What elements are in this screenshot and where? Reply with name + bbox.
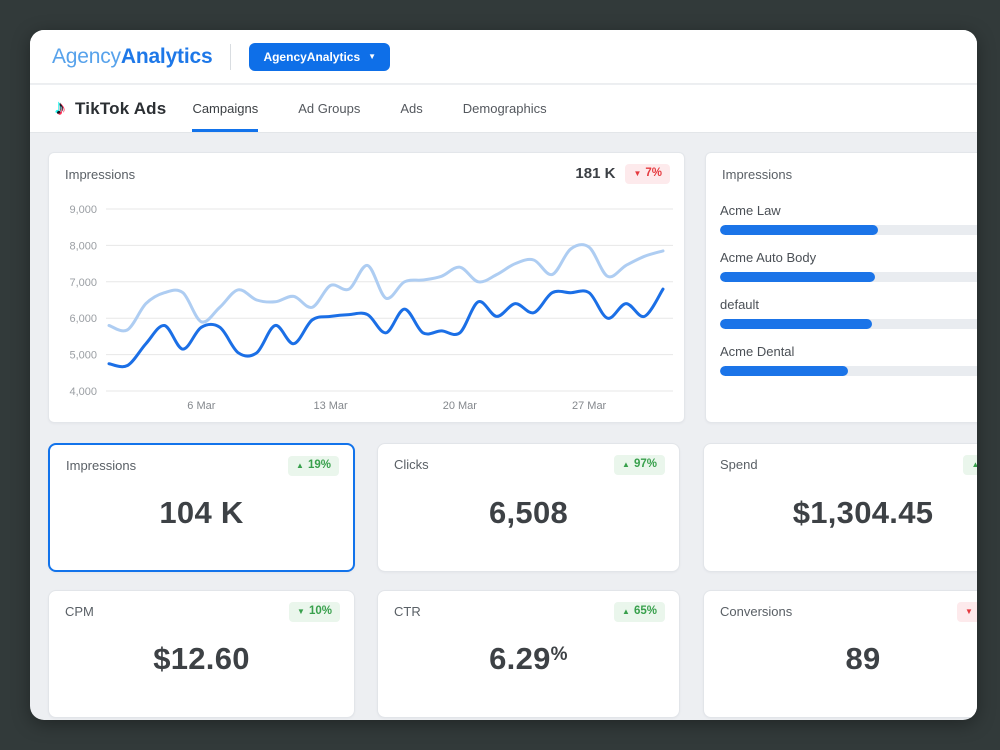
metric-trend-text: 65%: [633, 605, 657, 617]
metric-label: Impressions: [66, 458, 137, 473]
metric-value: 104 K: [159, 494, 244, 530]
app-header: AgencyAnalytics AgencyAnalytics ▼: [30, 30, 977, 84]
metric-label: Clicks: [394, 457, 429, 472]
bar-track: [720, 366, 977, 376]
tab-ad-groups[interactable]: Ad Groups: [298, 101, 361, 116]
bar-track: [720, 319, 977, 329]
campaign-bar-list: Acme Law Acme Auto Body default Acme Dental: [720, 203, 977, 391]
platform-title: TikTok Ads: [75, 98, 167, 118]
chart-summary: 181 K ▼ 7%: [575, 164, 670, 184]
y-axis-tick: 8,000: [69, 240, 97, 252]
trend-up-icon: ▲: [622, 459, 630, 469]
tab-campaigns[interactable]: Campaigns: [192, 85, 259, 132]
bar-label: default: [720, 297, 760, 312]
bar-track: [720, 272, 977, 282]
account-selector-button[interactable]: AgencyAnalytics ▼: [249, 42, 391, 71]
bar-row: default: [720, 297, 977, 329]
tab-demographics[interactable]: Demographics: [462, 101, 547, 116]
integration-nav: ♪ TikTok Ads Campaigns Ad Groups Ads Demogr…: [30, 85, 977, 133]
metric-trend-badge: ▲ 97%: [614, 455, 665, 475]
impressions-by-campaign-card: Impressions Acme Law Acme Auto Body defaul…: [705, 152, 977, 423]
bar-label: Acme Dental: [720, 344, 795, 359]
chart-trend-badge: ▼ 7%: [625, 164, 670, 184]
series-line-dark: [107, 287, 665, 369]
x-axis-tick: 20 Mar: [443, 400, 478, 412]
metric-label: Conversions: [720, 604, 793, 619]
series-line-light: [107, 243, 665, 333]
metric-value: $12.60: [153, 641, 250, 677]
chart-summary-value: 181 K: [575, 165, 616, 183]
metric-card-ctr[interactable]: CTR ▲ 65% 6.29%: [377, 590, 680, 718]
bar-fill: [720, 366, 848, 376]
metric-card-impressions[interactable]: Impressions ▲ 19% 104 K: [48, 443, 355, 572]
bar-fill: [720, 225, 879, 235]
logo-text-light: Agency: [52, 44, 121, 68]
metric-trend-text: 10%: [308, 605, 332, 617]
account-selector-label: AgencyAnalytics: [263, 49, 361, 64]
trend-down-icon: ▼: [297, 606, 305, 616]
platform-identity: ♪ TikTok Ads: [55, 85, 192, 132]
metric-value: 89: [845, 641, 881, 677]
metric-card-cpm[interactable]: CPM ▼ 10% $12.60: [48, 590, 355, 718]
y-axis-tick: 7,000: [69, 277, 97, 289]
metric-value: 6.29%: [489, 641, 568, 677]
chevron-down-icon: ▼: [368, 51, 377, 61]
metric-trend-text: 19%: [307, 459, 331, 471]
metric-value: $1,304.45: [792, 494, 934, 530]
metric-label: CPM: [65, 604, 94, 619]
y-axis-tick: 5,000: [69, 350, 97, 362]
x-axis-tick: 6 Mar: [187, 400, 215, 412]
trend-down-icon: ▼: [633, 168, 642, 178]
bar-row: Acme Law: [720, 203, 977, 235]
nav-tabs: Campaigns Ad Groups Ads Demographics: [192, 85, 547, 132]
metric-trend-badge: ▲6%: [963, 455, 977, 475]
metric-card-spend[interactable]: Spend ▲6% $1,304.45: [703, 443, 977, 572]
x-axis-tick: 13 Mar: [313, 400, 348, 412]
trend-up-icon: ▲: [622, 606, 630, 616]
y-axis-tick: 4,000: [69, 386, 97, 398]
chart-trend-text: 7%: [645, 167, 662, 179]
metric-label: CTR: [394, 604, 421, 619]
logo-text-bold: Analytics: [120, 44, 213, 68]
bar-label: Acme Auto Body: [720, 250, 817, 265]
tab-ads[interactable]: Ads: [400, 101, 423, 116]
impressions-trend-card: 9,000 8,000 7,000 6,000 5,000 4,000 6 Mar 13 Ma…: [48, 152, 685, 423]
metric-label: Spend: [720, 457, 758, 472]
bar-label: Acme Law: [720, 203, 781, 218]
tiktok-note-icon: ♪: [55, 97, 65, 119]
chart-title: Impressions: [65, 167, 136, 182]
trend-up-icon: ▲: [296, 460, 304, 470]
metric-card-clicks[interactable]: Clicks ▲ 97% 6,508: [377, 443, 680, 572]
metric-trend-text: 97%: [633, 458, 657, 470]
metric-card-conversions[interactable]: Conversions ▼50% 89: [703, 590, 977, 718]
trend-up-icon: ▲: [971, 459, 977, 469]
y-axis-tick: 9,000: [69, 204, 97, 216]
bar-track: [720, 225, 977, 235]
bar-fill: [720, 319, 872, 329]
x-axis-tick: 27 Mar: [572, 400, 607, 412]
metric-trend-badge: ▲ 65%: [614, 602, 665, 622]
y-axis-tick: 6,000: [69, 313, 97, 325]
bar-fill: [720, 272, 876, 282]
metric-trend-badge: ▼50%: [957, 602, 977, 622]
bars-card-title: Impressions: [722, 167, 793, 182]
impressions-line-chart: 9,000 8,000 7,000 6,000 5,000 4,000 6 Mar 13 Ma…: [69, 204, 673, 412]
metric-trend-badge: ▼ 10%: [289, 602, 340, 622]
agencyanalytics-logo: AgencyAnalytics: [52, 44, 213, 69]
metric-value-suffix: %: [550, 644, 568, 666]
trend-down-icon: ▼: [965, 606, 973, 616]
bar-row: Acme Dental: [720, 344, 977, 376]
bar-row: Acme Auto Body: [720, 250, 977, 282]
metric-value: 6,508: [488, 494, 569, 530]
dashboard-panel: AgencyAnalytics AgencyAnalytics ▼ ♪ TikT…: [30, 30, 977, 720]
metric-trend-badge: ▲ 19%: [288, 456, 339, 476]
header-divider: [230, 43, 232, 70]
